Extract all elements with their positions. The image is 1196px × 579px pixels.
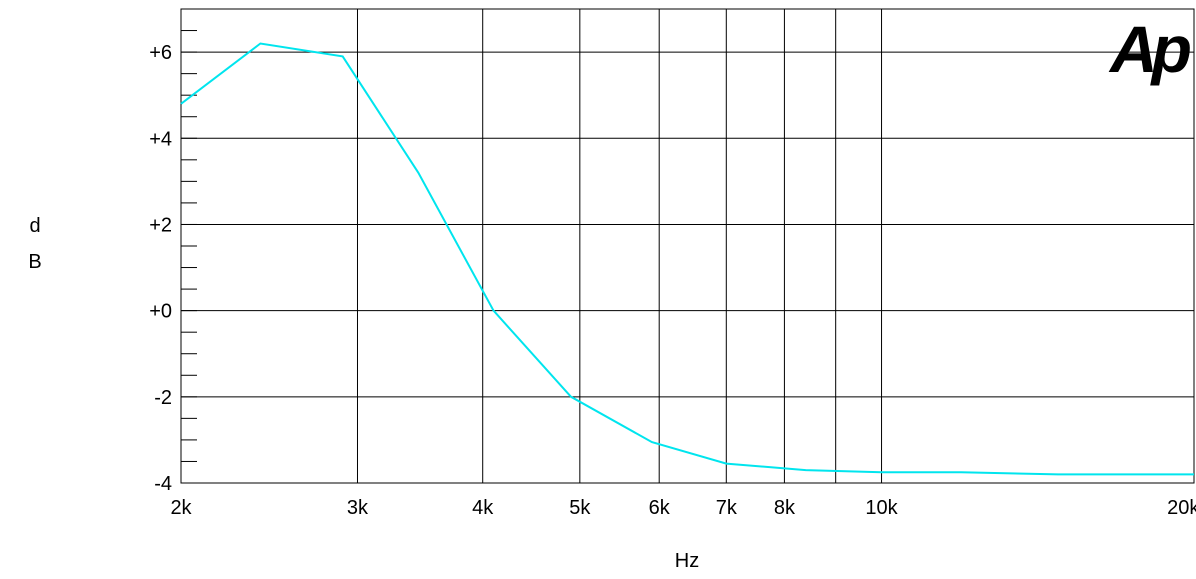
x-tick-label: 8k: [774, 497, 796, 519]
y-tick-label: +2: [149, 214, 172, 236]
y-tick-labels: -4 -2 +0 +2 +4 +6: [149, 42, 172, 495]
y-axis-label-d: d: [29, 215, 40, 237]
x-tick-label: 4k: [472, 497, 494, 519]
plot-frame: [180, 8, 1195, 484]
x-tick-label: 3k: [347, 497, 369, 519]
x-tick-label: 2k: [170, 497, 192, 519]
x-tick-label: 5k: [569, 497, 591, 519]
x-tick-label: 20k: [1167, 497, 1196, 519]
grid: [181, 9, 1194, 484]
x-tick-label: 6k: [649, 497, 671, 519]
ap-logo: Ap: [1108, 12, 1191, 86]
response-curve: [180, 42, 1194, 476]
y-tick-label: +0: [149, 301, 172, 323]
y-axis-label-b: B: [28, 251, 41, 273]
x-tick-labels: 2k 3k 4k 5k 6k 7k 8k 10k 20k: [170, 497, 1196, 519]
y-tick-label: +4: [149, 128, 172, 150]
y-tick-label: -2: [154, 387, 172, 409]
x-tick-label: 7k: [716, 497, 738, 519]
series-layer: [180, 42, 1194, 476]
x-tick-label: 10k: [865, 497, 898, 519]
y-tick-label: +6: [149, 42, 172, 64]
minor-tick-marks: [181, 8, 197, 484]
y-tick-label: -4: [154, 473, 172, 495]
x-axis-label: Hz: [675, 550, 699, 572]
